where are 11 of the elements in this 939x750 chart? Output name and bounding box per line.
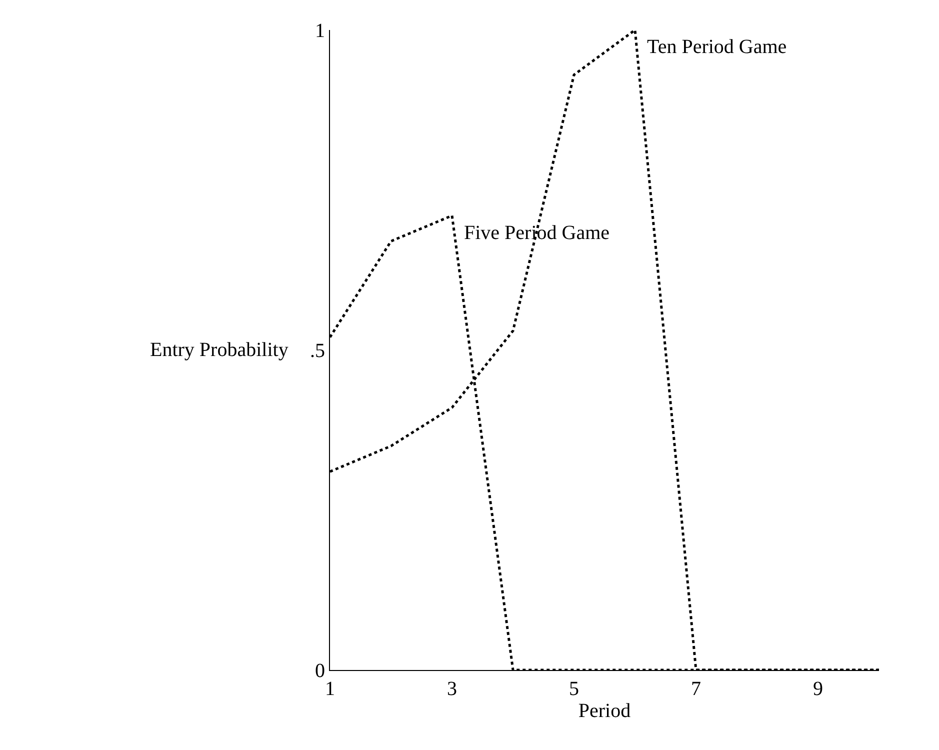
annotation: Ten Period Game [647,36,787,58]
x-tick-label: 5 [569,678,579,700]
y-axis-title: Entry Probability [150,339,288,361]
annotation: Five Period Game [464,222,610,244]
x-axis-title: Period [578,700,631,722]
y-tick-label: 0 [315,660,325,682]
y-tick-label: .5 [310,340,325,362]
y-tick-label: 1 [315,20,325,42]
x-tick-label: 3 [447,678,457,700]
x-tick-label: 7 [691,678,701,700]
x-tick-label: 9 [813,678,823,700]
